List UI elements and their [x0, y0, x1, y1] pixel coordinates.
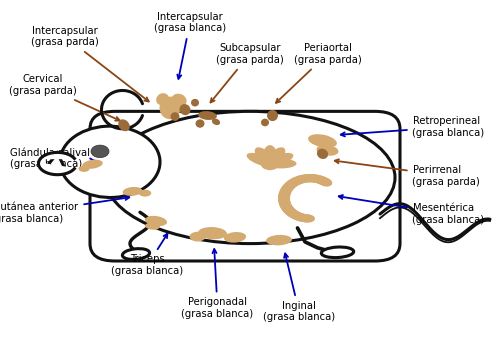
Ellipse shape [282, 183, 294, 193]
Ellipse shape [212, 119, 220, 125]
Ellipse shape [266, 153, 293, 167]
Ellipse shape [292, 176, 306, 184]
Text: Perirrenal
(grasa parda): Perirrenal (grasa parda) [334, 159, 480, 187]
Ellipse shape [279, 199, 291, 210]
FancyBboxPatch shape [90, 111, 400, 261]
Ellipse shape [198, 111, 217, 120]
Ellipse shape [122, 187, 142, 196]
Ellipse shape [266, 159, 296, 168]
Ellipse shape [312, 175, 326, 184]
Text: Mesentérica
(grasa blanca): Mesentérica (grasa blanca) [338, 195, 484, 225]
Ellipse shape [198, 227, 227, 239]
Ellipse shape [280, 184, 293, 195]
Ellipse shape [280, 201, 292, 212]
Ellipse shape [160, 97, 180, 119]
Circle shape [91, 145, 109, 158]
Ellipse shape [287, 209, 300, 219]
Text: Inginal
(grasa blanca): Inginal (grasa blanca) [263, 253, 335, 322]
Ellipse shape [145, 216, 167, 226]
Ellipse shape [285, 208, 298, 218]
Ellipse shape [286, 179, 300, 188]
Ellipse shape [82, 160, 103, 169]
Ellipse shape [180, 104, 190, 115]
Ellipse shape [279, 188, 291, 198]
Ellipse shape [318, 177, 332, 187]
Ellipse shape [316, 176, 330, 185]
Ellipse shape [170, 112, 179, 121]
Ellipse shape [224, 232, 246, 243]
Ellipse shape [196, 119, 204, 128]
Ellipse shape [254, 147, 274, 167]
Ellipse shape [263, 145, 277, 167]
Ellipse shape [296, 174, 311, 183]
Text: Triceps
(grasa blanca): Triceps (grasa blanca) [112, 234, 184, 276]
Ellipse shape [294, 175, 308, 184]
Ellipse shape [145, 223, 160, 230]
Ellipse shape [118, 119, 130, 131]
Text: Intercapsular
(grasa blanca): Intercapsular (grasa blanca) [154, 12, 226, 79]
Ellipse shape [278, 192, 290, 202]
Ellipse shape [280, 186, 292, 196]
Ellipse shape [284, 180, 298, 189]
Ellipse shape [314, 176, 328, 184]
Text: Subcapsular
(grasa parda): Subcapsular (grasa parda) [210, 43, 284, 102]
Ellipse shape [266, 235, 292, 245]
Ellipse shape [122, 248, 150, 260]
Ellipse shape [281, 203, 293, 213]
Ellipse shape [156, 93, 169, 105]
Text: Periaortal
(grasa parda): Periaortal (grasa parda) [276, 43, 362, 103]
Ellipse shape [304, 174, 319, 182]
Ellipse shape [293, 213, 308, 221]
Ellipse shape [282, 205, 295, 215]
Ellipse shape [266, 147, 285, 167]
Text: Intercapsular
(grasa parda): Intercapsular (grasa parda) [31, 26, 148, 102]
Ellipse shape [278, 196, 290, 206]
Text: Perigonadal
(grasa blanca): Perigonadal (grasa blanca) [182, 249, 254, 319]
Ellipse shape [246, 153, 274, 167]
Ellipse shape [191, 99, 199, 106]
Text: Retroperineal
(grasa blanca): Retroperineal (grasa blanca) [341, 116, 484, 138]
Ellipse shape [308, 134, 337, 148]
Ellipse shape [139, 190, 151, 197]
Ellipse shape [105, 111, 395, 244]
Ellipse shape [301, 174, 316, 182]
Ellipse shape [298, 214, 312, 222]
Ellipse shape [284, 207, 297, 216]
Ellipse shape [295, 213, 310, 222]
Ellipse shape [322, 247, 354, 258]
Text: Subcutánea anterior
(grasa blanca): Subcutánea anterior (grasa blanca) [0, 196, 130, 224]
Ellipse shape [172, 94, 186, 107]
Ellipse shape [306, 174, 321, 183]
Ellipse shape [190, 232, 206, 242]
Ellipse shape [60, 126, 160, 197]
Ellipse shape [288, 177, 302, 187]
Ellipse shape [290, 176, 304, 185]
Ellipse shape [267, 110, 278, 121]
Ellipse shape [300, 214, 315, 223]
Ellipse shape [309, 174, 324, 183]
Ellipse shape [261, 119, 269, 126]
Ellipse shape [290, 212, 305, 221]
Ellipse shape [278, 193, 290, 204]
Ellipse shape [317, 149, 328, 159]
Ellipse shape [282, 181, 296, 191]
Ellipse shape [260, 157, 280, 170]
Text: Cervical
(grasa parda): Cervical (grasa parda) [8, 74, 119, 121]
Ellipse shape [78, 166, 90, 172]
Ellipse shape [299, 174, 314, 183]
Ellipse shape [316, 145, 338, 156]
Ellipse shape [278, 198, 290, 208]
Ellipse shape [288, 211, 303, 220]
Ellipse shape [278, 190, 290, 200]
Text: Glándula salival
(grasa blanca): Glándula salival (grasa blanca) [10, 148, 96, 169]
Polygon shape [49, 153, 65, 172]
Polygon shape [38, 152, 74, 175]
